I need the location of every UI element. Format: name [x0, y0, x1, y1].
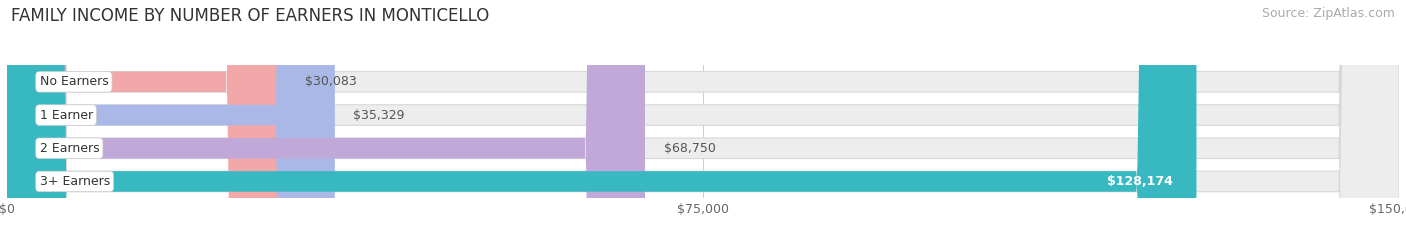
Text: No Earners: No Earners: [39, 75, 108, 88]
FancyBboxPatch shape: [7, 0, 1399, 233]
FancyBboxPatch shape: [7, 0, 1399, 233]
FancyBboxPatch shape: [7, 0, 1197, 233]
Text: $128,174: $128,174: [1108, 175, 1173, 188]
Text: 3+ Earners: 3+ Earners: [39, 175, 110, 188]
Text: $68,750: $68,750: [664, 142, 716, 155]
Text: $30,083: $30,083: [305, 75, 357, 88]
Text: Source: ZipAtlas.com: Source: ZipAtlas.com: [1261, 7, 1395, 20]
Text: 1 Earner: 1 Earner: [39, 109, 93, 122]
Text: FAMILY INCOME BY NUMBER OF EARNERS IN MONTICELLO: FAMILY INCOME BY NUMBER OF EARNERS IN MO…: [11, 7, 489, 25]
FancyBboxPatch shape: [7, 0, 1399, 233]
FancyBboxPatch shape: [7, 0, 335, 233]
Text: 2 Earners: 2 Earners: [39, 142, 100, 155]
Text: $35,329: $35,329: [353, 109, 405, 122]
FancyBboxPatch shape: [7, 0, 1399, 233]
FancyBboxPatch shape: [7, 0, 287, 233]
FancyBboxPatch shape: [7, 0, 645, 233]
